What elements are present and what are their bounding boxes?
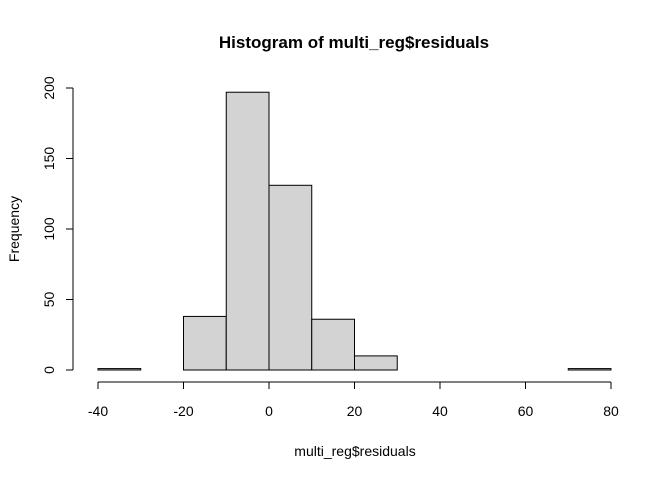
chart-title: Histogram of multi_reg$residuals xyxy=(219,33,489,52)
x-axis: -40 -20 0 20 40 60 80 xyxy=(88,381,619,419)
x-tick-label: 40 xyxy=(432,403,448,419)
histogram-bar xyxy=(268,184,313,371)
histogram-bar xyxy=(97,368,142,371)
histogram-bar xyxy=(311,318,355,371)
y-tick-label: 0 xyxy=(41,366,57,374)
x-tick-label: 60 xyxy=(518,403,534,419)
y-tick-label: 100 xyxy=(41,217,57,241)
x-tick-label: 20 xyxy=(347,403,363,419)
y-tick-label: 200 xyxy=(41,76,57,100)
histogram-bar xyxy=(354,355,398,371)
y-axis: 0 50 100 150 200 xyxy=(41,76,74,374)
x-tick-label: 80 xyxy=(603,403,619,419)
y-axis-title: Frequency xyxy=(6,196,22,262)
y-tick-label: 50 xyxy=(41,292,57,308)
histogram-bar xyxy=(225,91,270,371)
y-tick-label: 150 xyxy=(41,147,57,171)
x-axis-title: multi_reg$residuals xyxy=(294,443,415,459)
x-tick-label: -40 xyxy=(88,403,108,419)
x-tick-label: -20 xyxy=(173,403,193,419)
bars-group xyxy=(97,91,612,371)
histogram-bar xyxy=(183,315,227,371)
histogram-bar xyxy=(567,368,612,371)
x-tick-label: 0 xyxy=(265,403,273,419)
